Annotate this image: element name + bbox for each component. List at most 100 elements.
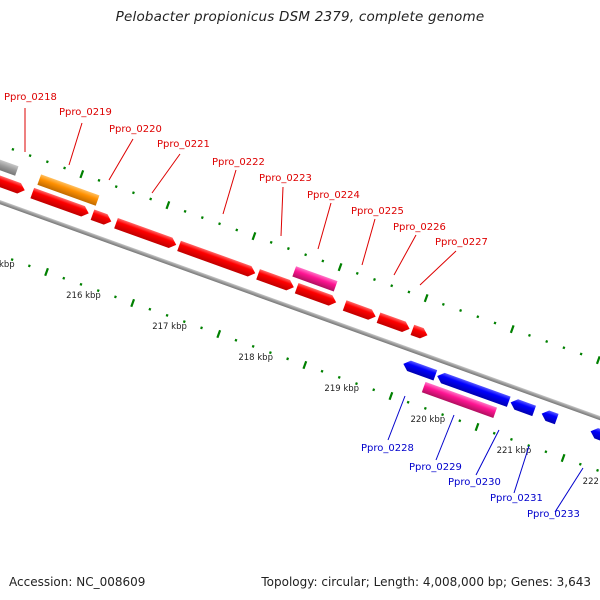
minor-tick bbox=[337, 375, 341, 379]
minor-tick bbox=[441, 302, 445, 306]
gene-box-ppro-0224-rna[interactable] bbox=[292, 266, 338, 292]
minor-tick bbox=[218, 222, 221, 226]
gene-arrow-ppro-0220[interactable] bbox=[30, 187, 90, 219]
minor-tick bbox=[459, 309, 463, 313]
kbp-label: 217 kbp bbox=[152, 322, 187, 332]
major-tick bbox=[216, 329, 222, 339]
minor-tick bbox=[373, 278, 376, 282]
minor-tick bbox=[11, 147, 15, 151]
gene-arrow-ppro-0227b[interactable] bbox=[410, 324, 430, 341]
minor-tick bbox=[286, 247, 290, 251]
forward-track-outer bbox=[37, 174, 338, 292]
minor-tick bbox=[62, 276, 66, 280]
minor-tick bbox=[165, 313, 169, 317]
gene-label-ppro-0226[interactable]: Ppro_0226 bbox=[393, 222, 446, 233]
minor-tick bbox=[441, 413, 445, 417]
kbp-label: 215 kbp bbox=[0, 260, 15, 270]
major-tick bbox=[251, 232, 257, 241]
gene-label-ppro-0233[interactable]: Ppro_0233 bbox=[527, 509, 580, 520]
major-tick bbox=[130, 298, 136, 308]
minor-tick bbox=[286, 357, 290, 361]
minor-tick bbox=[407, 290, 411, 294]
minor-tick bbox=[390, 284, 394, 288]
gene-box-ppro-0229-rna[interactable] bbox=[421, 381, 498, 418]
minor-tick bbox=[355, 271, 359, 275]
gene-arrow-ppro-0231[interactable] bbox=[509, 397, 537, 417]
gene-leader-line bbox=[387, 395, 406, 441]
minor-tick bbox=[578, 462, 582, 466]
major-tick bbox=[388, 391, 394, 401]
minor-tick bbox=[200, 326, 203, 330]
minor-tick bbox=[423, 406, 427, 410]
gene-label-ppro-0220[interactable]: Ppro_0220 bbox=[109, 124, 162, 135]
gene-arrow-ppro-0233[interactable] bbox=[540, 408, 559, 425]
kbp-label: 219 kbp bbox=[324, 384, 359, 394]
minor-tick bbox=[96, 289, 100, 293]
gene-leader-line bbox=[317, 202, 332, 250]
gene-arrow-ppro-0224[interactable] bbox=[256, 269, 295, 292]
minor-tick bbox=[235, 228, 239, 232]
gene-leader-line bbox=[419, 250, 457, 286]
minor-tick bbox=[114, 185, 118, 189]
gene-label-ppro-0222[interactable]: Ppro_0222 bbox=[212, 157, 265, 168]
minor-tick bbox=[251, 344, 255, 348]
minor-tick bbox=[182, 320, 186, 324]
gene-label-ppro-0229[interactable]: Ppro_0229 bbox=[409, 462, 462, 473]
gene-label-ppro-0230[interactable]: Ppro_0230 bbox=[448, 477, 501, 488]
forward-gene-labels: Ppro_0218Ppro_0219Ppro_0220Ppro_0221Ppro… bbox=[4, 92, 488, 286]
major-tick bbox=[165, 201, 171, 210]
gene-label-ppro-0224[interactable]: Ppro_0224 bbox=[307, 190, 360, 201]
gene-leader-line bbox=[280, 186, 284, 237]
kbp-label: 220 kbp bbox=[411, 415, 446, 425]
gene-leader-line bbox=[222, 169, 237, 215]
minor-tick bbox=[148, 307, 152, 311]
gene-arrow-ppro-0221[interactable] bbox=[90, 209, 114, 227]
minor-tick bbox=[183, 209, 187, 213]
major-tick bbox=[337, 263, 343, 272]
minor-tick bbox=[510, 437, 513, 441]
minor-tick bbox=[234, 338, 238, 342]
gene-arrow-ppro-0218[interactable] bbox=[0, 174, 27, 196]
gene-label-ppro-0219[interactable]: Ppro_0219 bbox=[59, 107, 112, 118]
gene-arrow-ppro-0222[interactable] bbox=[114, 217, 178, 250]
minor-tick bbox=[200, 216, 204, 220]
minor-tick bbox=[97, 178, 101, 182]
gene-label-ppro-0221[interactable]: Ppro_0221 bbox=[157, 139, 210, 150]
reverse-track-outer bbox=[421, 381, 498, 418]
minor-tick bbox=[269, 240, 273, 244]
major-tick bbox=[79, 170, 85, 179]
minor-tick bbox=[492, 431, 496, 435]
major-tick bbox=[560, 453, 566, 463]
gene-label-ppro-0228[interactable]: Ppro_0228 bbox=[361, 443, 414, 454]
gene-arrow-ppro-0228[interactable] bbox=[401, 359, 438, 381]
genome-band: 215 kbp 216 kbp 217 kbp 218 kbp 219 kbp 220 k… bbox=[0, 147, 600, 487]
gene-arrow-ppro-0227[interactable] bbox=[376, 312, 412, 334]
minor-tick bbox=[45, 160, 49, 164]
gene-arrow-partial[interactable] bbox=[589, 426, 600, 446]
minor-tick bbox=[476, 315, 480, 319]
major-tick bbox=[423, 294, 429, 303]
minor-tick bbox=[321, 259, 325, 263]
gene-label-ppro-0227[interactable]: Ppro_0227 bbox=[435, 237, 488, 248]
gene-arrow-ppro-0225[interactable] bbox=[294, 283, 338, 308]
gene-arrow-ppro-0223[interactable] bbox=[177, 240, 257, 279]
gene-label-ppro-0231[interactable]: Ppro_0231 bbox=[490, 493, 543, 504]
major-tick bbox=[509, 325, 515, 334]
gene-label-ppro-0225[interactable]: Ppro_0225 bbox=[351, 206, 404, 217]
minor-tick bbox=[579, 352, 583, 356]
gene-label-ppro-0223[interactable]: Ppro_0223 bbox=[259, 173, 312, 184]
accession-text: Accession: NC_008609 bbox=[9, 575, 146, 589]
minor-tick bbox=[10, 258, 14, 262]
minor-tick bbox=[268, 351, 272, 355]
gene-leader-line bbox=[108, 138, 134, 181]
minor-tick bbox=[493, 321, 497, 325]
tick-track-lower bbox=[10, 258, 599, 472]
gene-arrow-ppro-0230[interactable] bbox=[435, 371, 511, 407]
feature-gray[interactable] bbox=[0, 157, 19, 176]
gene-label-ppro-0218[interactable]: Ppro_0218 bbox=[4, 92, 57, 103]
gene-box-ppro-0219[interactable] bbox=[37, 174, 100, 206]
major-tick bbox=[44, 267, 49, 277]
minor-tick bbox=[355, 382, 358, 386]
gene-arrow-ppro-0226[interactable] bbox=[342, 300, 378, 322]
